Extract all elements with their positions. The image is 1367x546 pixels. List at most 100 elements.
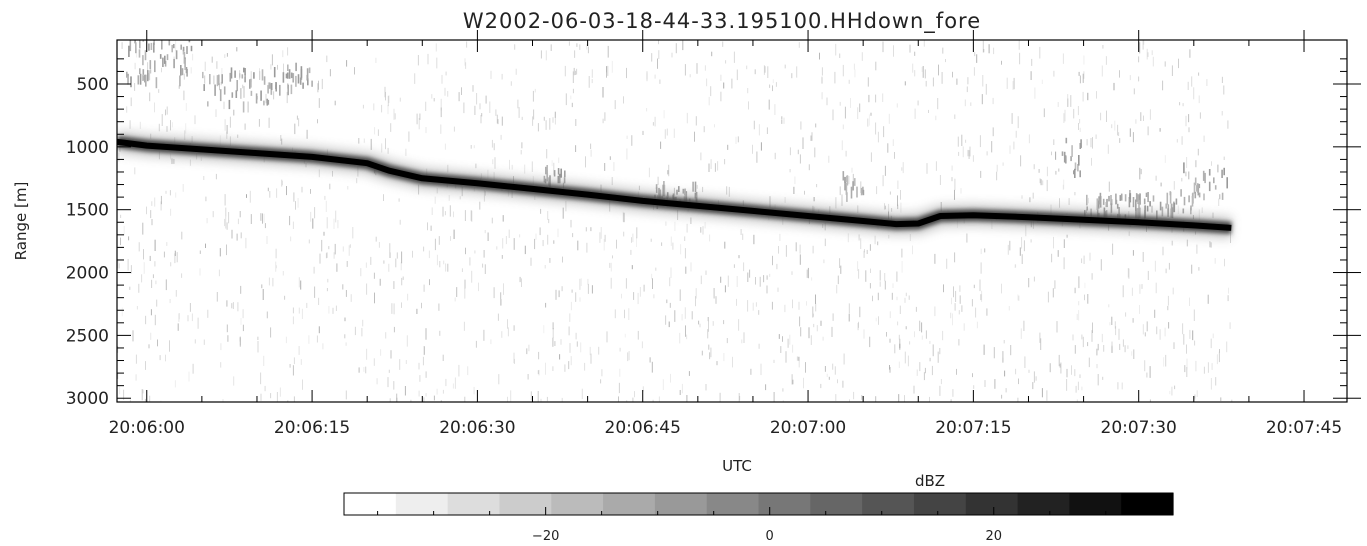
- echo-speck: [684, 189, 686, 196]
- noise-speck: [980, 170, 982, 178]
- echo-speck: [236, 80, 238, 92]
- noise-speck: [560, 339, 562, 345]
- noise-speck: [1108, 304, 1110, 308]
- noise-speck: [261, 284, 263, 289]
- noise-speck: [1040, 338, 1042, 350]
- noise-speck: [1124, 345, 1126, 353]
- noise-speck: [159, 355, 161, 361]
- noise-speck: [604, 112, 606, 121]
- echo-speck: [142, 69, 145, 75]
- noise-speck: [876, 186, 878, 195]
- noise-speck: [1020, 155, 1022, 167]
- noise-speck: [728, 186, 730, 197]
- noise-speck: [399, 359, 401, 370]
- noise-speck: [240, 88, 242, 99]
- noise-speck: [376, 378, 378, 385]
- noise-speck: [121, 42, 123, 49]
- noise-speck: [637, 330, 639, 340]
- noise-speck: [509, 159, 510, 170]
- echo-speck: [1190, 207, 1192, 215]
- noise-speck: [720, 74, 722, 81]
- noise-speck: [503, 283, 504, 295]
- noise-speck: [121, 307, 123, 317]
- noise-speck: [738, 319, 740, 331]
- noise-speck: [464, 396, 466, 402]
- noise-speck: [1220, 397, 1222, 401]
- noise-speck: [1090, 138, 1092, 148]
- echo-speck: [1099, 192, 1102, 199]
- noise-speck: [398, 198, 400, 202]
- noise-speck: [1034, 87, 1036, 99]
- noise-speck: [423, 397, 425, 402]
- echo-speck: [1120, 193, 1123, 201]
- noise-speck: [1207, 294, 1209, 304]
- noise-speck: [604, 234, 606, 242]
- noise-speck: [902, 162, 904, 174]
- noise-speck: [658, 50, 660, 59]
- noise-speck: [1214, 258, 1216, 264]
- noise-speck: [166, 126, 168, 132]
- noise-speck: [684, 307, 686, 319]
- noise-speck: [861, 395, 863, 400]
- noise-speck: [484, 230, 486, 234]
- echo-speck: [856, 186, 858, 198]
- noise-speck: [664, 129, 666, 139]
- noise-speck: [1097, 374, 1099, 386]
- noise-speck: [682, 40, 684, 51]
- noise-speck: [1146, 372, 1148, 378]
- noise-speck: [879, 281, 881, 287]
- noise-speck: [704, 222, 706, 229]
- noise-speck: [466, 41, 468, 48]
- noise-speck: [665, 315, 667, 325]
- noise-speck: [393, 326, 395, 333]
- noise-speck: [130, 265, 132, 274]
- noise-speck: [1196, 390, 1198, 397]
- noise-speck: [928, 109, 929, 113]
- echo-speck: [207, 101, 209, 107]
- noise-speck: [982, 75, 984, 87]
- echo-speck: [260, 90, 262, 101]
- noise-speck: [792, 299, 793, 309]
- noise-speck: [897, 180, 899, 189]
- noise-speck: [747, 272, 749, 282]
- echo-speck: [1098, 196, 1100, 205]
- noise-speck: [577, 240, 579, 251]
- noise-speck: [570, 301, 572, 311]
- noise-speck: [282, 50, 284, 58]
- noise-speck: [695, 116, 697, 126]
- noise-speck: [249, 190, 251, 203]
- noise-speck: [870, 268, 871, 273]
- echo-speck: [130, 76, 132, 88]
- noise-speck: [1075, 385, 1077, 393]
- noise-speck: [800, 327, 802, 337]
- noise-speck: [854, 69, 856, 78]
- noise-speck: [1033, 371, 1035, 383]
- echo-speck: [218, 74, 220, 85]
- noise-speck: [1229, 322, 1231, 329]
- noise-speck: [631, 135, 633, 146]
- noise-speck: [433, 395, 435, 401]
- noise-speck: [1030, 239, 1032, 243]
- noise-speck: [869, 244, 871, 251]
- echo-speck: [844, 176, 846, 183]
- noise-speck: [747, 88, 749, 94]
- noise-speck: [884, 165, 886, 176]
- noise-speck: [888, 234, 890, 239]
- noise-speck: [638, 185, 640, 191]
- noise-speck: [1221, 111, 1223, 116]
- noise-speck: [1102, 45, 1104, 49]
- colorbar-swatch: [344, 493, 397, 515]
- noise-speck: [630, 249, 632, 255]
- echo-speck: [1221, 169, 1223, 178]
- noise-speck: [576, 68, 578, 75]
- noise-speck: [511, 164, 513, 170]
- noise-speck: [1058, 168, 1060, 172]
- noise-speck: [157, 339, 158, 347]
- noise-speck: [768, 99, 770, 110]
- noise-speck: [1131, 287, 1133, 296]
- noise-speck: [791, 374, 793, 385]
- noise-speck: [611, 60, 613, 73]
- noise-speck: [142, 222, 144, 235]
- noise-speck: [865, 270, 867, 282]
- noise-speck: [381, 104, 383, 113]
